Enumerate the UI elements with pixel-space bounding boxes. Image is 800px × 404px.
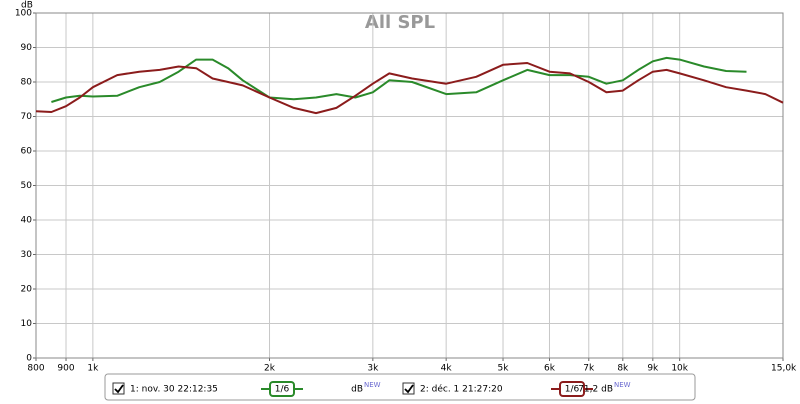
chart-title: All SPL — [365, 12, 435, 33]
legend-label: 1: nov. 30 22:12:35 — [130, 385, 218, 395]
x-tick-label: 10k — [671, 364, 688, 374]
checkbox — [402, 382, 415, 395]
x-tick-label: 4k — [441, 364, 453, 374]
smoothing-box — [269, 381, 295, 397]
x-tick-label: 7k — [583, 364, 595, 374]
x-tick-label: 2k — [264, 364, 276, 374]
new-badge: NEW — [364, 381, 381, 389]
plot-border — [35, 12, 784, 359]
y-tick-label: 90 — [21, 43, 33, 53]
smoothing-label: 1/6 — [275, 385, 290, 395]
y-tick-label: 30 — [21, 250, 33, 260]
x-tick-label: 900 — [57, 364, 74, 374]
new-badge: NEW — [614, 381, 631, 389]
checkmark — [114, 384, 124, 394]
y-tick-label: 80 — [21, 78, 33, 88]
y-tick-label: 40 — [21, 216, 33, 226]
x-tick-label: 1k — [87, 364, 99, 374]
y-tick-label: 70 — [21, 112, 33, 122]
y-tick-label: 0 — [26, 354, 32, 364]
x-tick-label: 3k — [367, 364, 379, 374]
x-tick-label: 800 — [27, 364, 44, 374]
smoothing-label: 1/6 — [565, 385, 580, 395]
y-tick-label: 100 — [15, 9, 32, 19]
y-tick-label: 60 — [21, 147, 33, 157]
y-tick-label: 50 — [21, 181, 33, 191]
y-tick-label: 10 — [21, 319, 33, 329]
checkmark — [404, 384, 414, 394]
series-line — [51, 56, 747, 103]
smoothing-box — [559, 381, 585, 397]
level-label: 71,2 dB — [578, 385, 613, 395]
x-tick-label: 15,0k Hz — [771, 364, 800, 374]
y-tick-label: 20 — [21, 285, 33, 295]
x-tick-label: 5k — [498, 364, 510, 374]
x-tick-label: 9k — [647, 364, 659, 374]
level-label: dB — [351, 385, 363, 395]
x-tick-label: 6k — [544, 364, 556, 374]
x-tick-label: 8k — [617, 364, 629, 374]
legend-label: 2: déc. 1 21:27:20 — [420, 384, 503, 395]
series-line — [35, 62, 784, 115]
y-axis-label: dB — [21, 1, 33, 11]
legend-box — [104, 373, 696, 401]
checkbox — [112, 382, 125, 395]
